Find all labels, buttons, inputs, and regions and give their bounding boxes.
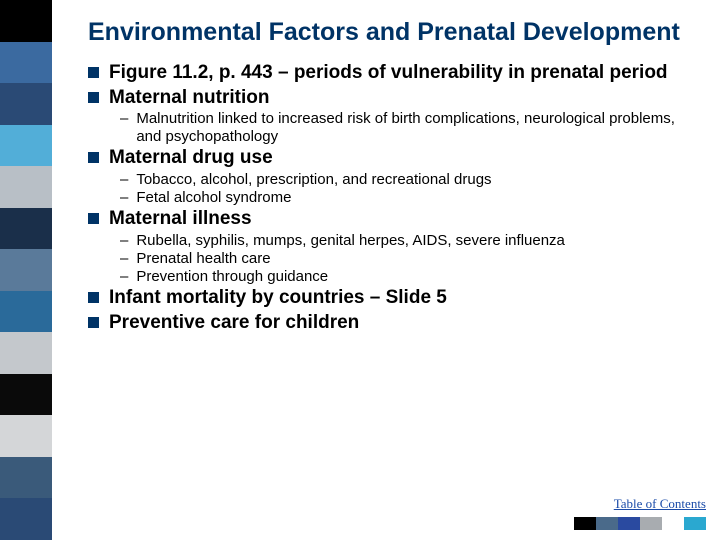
bullet-text: Preventive care for children [109, 311, 359, 335]
sub-bullet-text: Tobacco, alcohol, prescription, and recr… [136, 171, 491, 189]
bullet-list: Figure 11.2, p. 443 – periods of vulnera… [88, 61, 698, 335]
sidebar-block [0, 457, 52, 499]
sub-bullet-item: –Prenatal health care [88, 250, 698, 268]
footer-bar [618, 517, 640, 530]
sidebar-block [0, 166, 52, 208]
square-bullet-icon [88, 92, 99, 103]
dash-icon: – [120, 110, 128, 128]
footer-color-bars [574, 517, 706, 530]
dash-icon: – [120, 171, 128, 189]
slide-content: Environmental Factors and Prenatal Devel… [88, 18, 698, 335]
sidebar-block [0, 249, 52, 291]
bullet-item: Maternal drug use [88, 146, 698, 170]
bullet-text: Maternal nutrition [109, 86, 269, 110]
sub-bullet-item: –Malnutrition linked to increased risk o… [88, 110, 698, 146]
sub-bullet-item: –Rubella, syphilis, mumps, genital herpe… [88, 232, 698, 250]
footer-bar [662, 517, 684, 530]
footer-bar [574, 517, 596, 530]
square-bullet-icon [88, 292, 99, 303]
sub-bullet-item: –Tobacco, alcohol, prescription, and rec… [88, 171, 698, 189]
sidebar-block [0, 332, 52, 374]
footer-bar [596, 517, 618, 530]
dash-icon: – [120, 232, 128, 250]
bullet-item: Infant mortality by countries – Slide 5 [88, 286, 698, 310]
sidebar-block [0, 415, 52, 457]
slide-title: Environmental Factors and Prenatal Devel… [88, 18, 698, 47]
table-of-contents-link[interactable]: Table of Contents [614, 496, 706, 512]
footer-bar [640, 517, 662, 530]
bullet-text: Maternal illness [109, 207, 252, 231]
sidebar-block [0, 0, 52, 42]
sidebar-block [0, 291, 52, 333]
bullet-text: Maternal drug use [109, 146, 273, 170]
sub-bullet-text: Prenatal health care [136, 250, 270, 268]
bullet-item: Maternal nutrition [88, 86, 698, 110]
square-bullet-icon [88, 152, 99, 163]
sub-bullet-text: Rubella, syphilis, mumps, genital herpes… [136, 232, 565, 250]
sidebar-block [0, 498, 52, 540]
sub-bullet-text: Fetal alcohol syndrome [136, 189, 291, 207]
bullet-text: Figure 11.2, p. 443 – periods of vulnera… [109, 61, 668, 85]
dash-icon: – [120, 189, 128, 207]
square-bullet-icon [88, 213, 99, 224]
sub-bullet-text: Prevention through guidance [136, 268, 328, 286]
footer-bar [684, 517, 706, 530]
bullet-item: Figure 11.2, p. 443 – periods of vulnera… [88, 61, 698, 85]
dash-icon: – [120, 250, 128, 268]
sidebar-block [0, 42, 52, 84]
square-bullet-icon [88, 317, 99, 328]
bullet-text: Infant mortality by countries – Slide 5 [109, 286, 447, 310]
bullet-item: Maternal illness [88, 207, 698, 231]
sub-bullet-item: –Prevention through guidance [88, 268, 698, 286]
sidebar-block [0, 208, 52, 250]
dash-icon: – [120, 268, 128, 286]
sub-bullet-text: Malnutrition linked to increased risk of… [136, 110, 698, 146]
sidebar-color-bar [0, 0, 52, 540]
square-bullet-icon [88, 67, 99, 78]
sidebar-block [0, 83, 52, 125]
sub-bullet-item: –Fetal alcohol syndrome [88, 189, 698, 207]
sidebar-block [0, 125, 52, 167]
sidebar-block [0, 374, 52, 416]
bullet-item: Preventive care for children [88, 311, 698, 335]
